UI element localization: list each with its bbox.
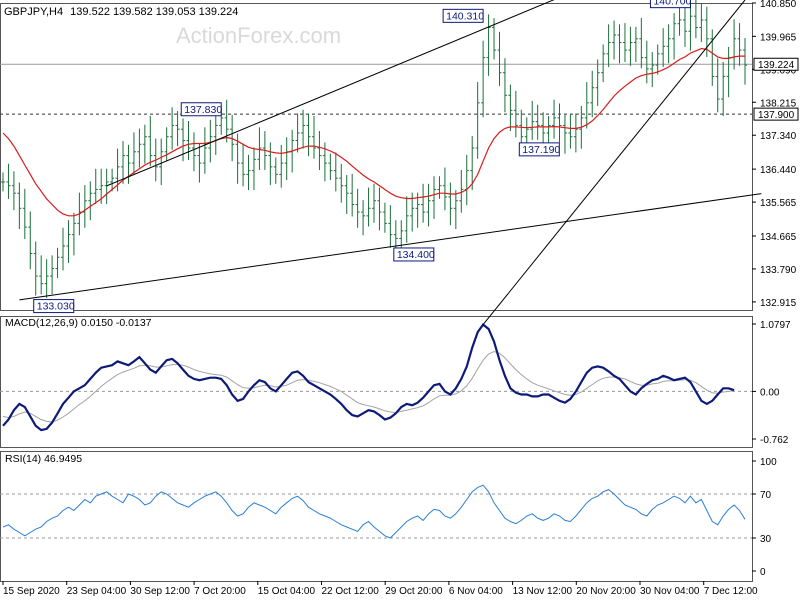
x-tick-label: 30 Sep 12:00 [130,586,190,597]
chart-title: GBPJPY,H4 139.522 139.582 139.053 139.22… [4,6,238,18]
macd-layer [0,0,752,432]
annotation-label: 140.310 [446,10,484,22]
price-y-tick-label: 139.965 [760,32,797,43]
price-y-tick-label: 138.215 [760,98,797,109]
x-tick-label: 7 Dec 12:00 [704,586,758,597]
ohlc-label: 139.522 139.582 139.053 139.224 [70,6,238,18]
panel-frames [0,3,753,582]
annotation-box [649,0,691,9]
x-tick-label: 23 Sep 04:00 [67,586,127,597]
macd-line [2,323,735,432]
current-price-tag-box [753,57,799,71]
x-tick-label: 6 Nov 04:00 [449,586,503,597]
annotation-label: 134.400 [397,249,435,261]
annotation-label: 133.030 [37,301,75,313]
x-tick-label: 22 Oct 12:00 [322,586,380,597]
price-y-tick-label: 134.665 [760,232,797,243]
rsi-y-tick-label: 70 [760,490,772,501]
x-tick-label: 20 Nov 20:00 [576,586,636,597]
price-y-tick-label: 139.090 [760,65,797,76]
annotation-box [180,102,222,117]
price-layer [0,0,762,301]
rsi-y-tick-label: 30 [760,534,772,545]
annotation-label: 137.830 [184,104,222,116]
annotation-box [393,247,435,262]
x-tick-label: 15 Oct 04:00 [258,586,316,597]
price-y-tick-label: 136.440 [760,165,797,176]
rsi-layer [0,484,752,539]
upper-trendline [106,0,555,187]
rsi-panel-frame [0,451,753,582]
macd-panel-frame [0,316,753,448]
x-tick-label: 7 Oct 20:00 [194,586,246,597]
x-tick-label: 29 Oct 20:00 [385,586,443,597]
rsi-y-tick-label: 100 [760,457,777,468]
macd-y-tick-label: 1.0797 [760,320,791,331]
current-price-tag-label: 139.224 [758,60,795,71]
x-tick-label: 30 Nov 04:00 [640,586,700,597]
x-tick-label: 15 Sep 2020 [3,586,60,597]
annotation-box [518,142,560,157]
macd-y-tick-label: -0.762 [760,435,789,446]
price-y-tick-label: 135.565 [760,198,797,209]
level-price-tag-label: 137.900 [758,110,795,121]
macd-signal-line [2,350,735,423]
rsi-line [2,484,746,539]
x-tick-label: 13 Nov 12:00 [513,586,573,597]
rsi-y-tick-label: 0 [760,567,766,578]
price-y-tick-label: 133.790 [760,265,797,276]
price-y-tick-label: 140.850 [760,0,797,10]
price-panel-frame [0,3,753,311]
macd-y-tick-label: 0.00 [760,387,780,398]
annotation-box [33,299,75,314]
macd-label: MACD(12,26,9) 0.0150 -0.0137 [5,317,152,329]
rsi-label: RSI(14) 46.9495 [5,453,82,465]
macd-trendline [482,0,746,325]
price-y-tick-label: 132.915 [760,298,797,309]
level-price-tag-box [753,107,799,121]
annotation-label: 137.190 [522,144,560,156]
lower-trendline [19,193,762,301]
watermark: ActionForex.com [176,23,341,48]
annotation-box [442,8,484,23]
annotations: 133.030 137.830 134.400 140.310 137.190 140.7… [33,0,692,314]
symbol-label: GBPJPY,H4 [4,6,63,18]
price-y-tick-label: 137.340 [760,131,797,142]
annotation-label: 140.700 [653,0,691,8]
